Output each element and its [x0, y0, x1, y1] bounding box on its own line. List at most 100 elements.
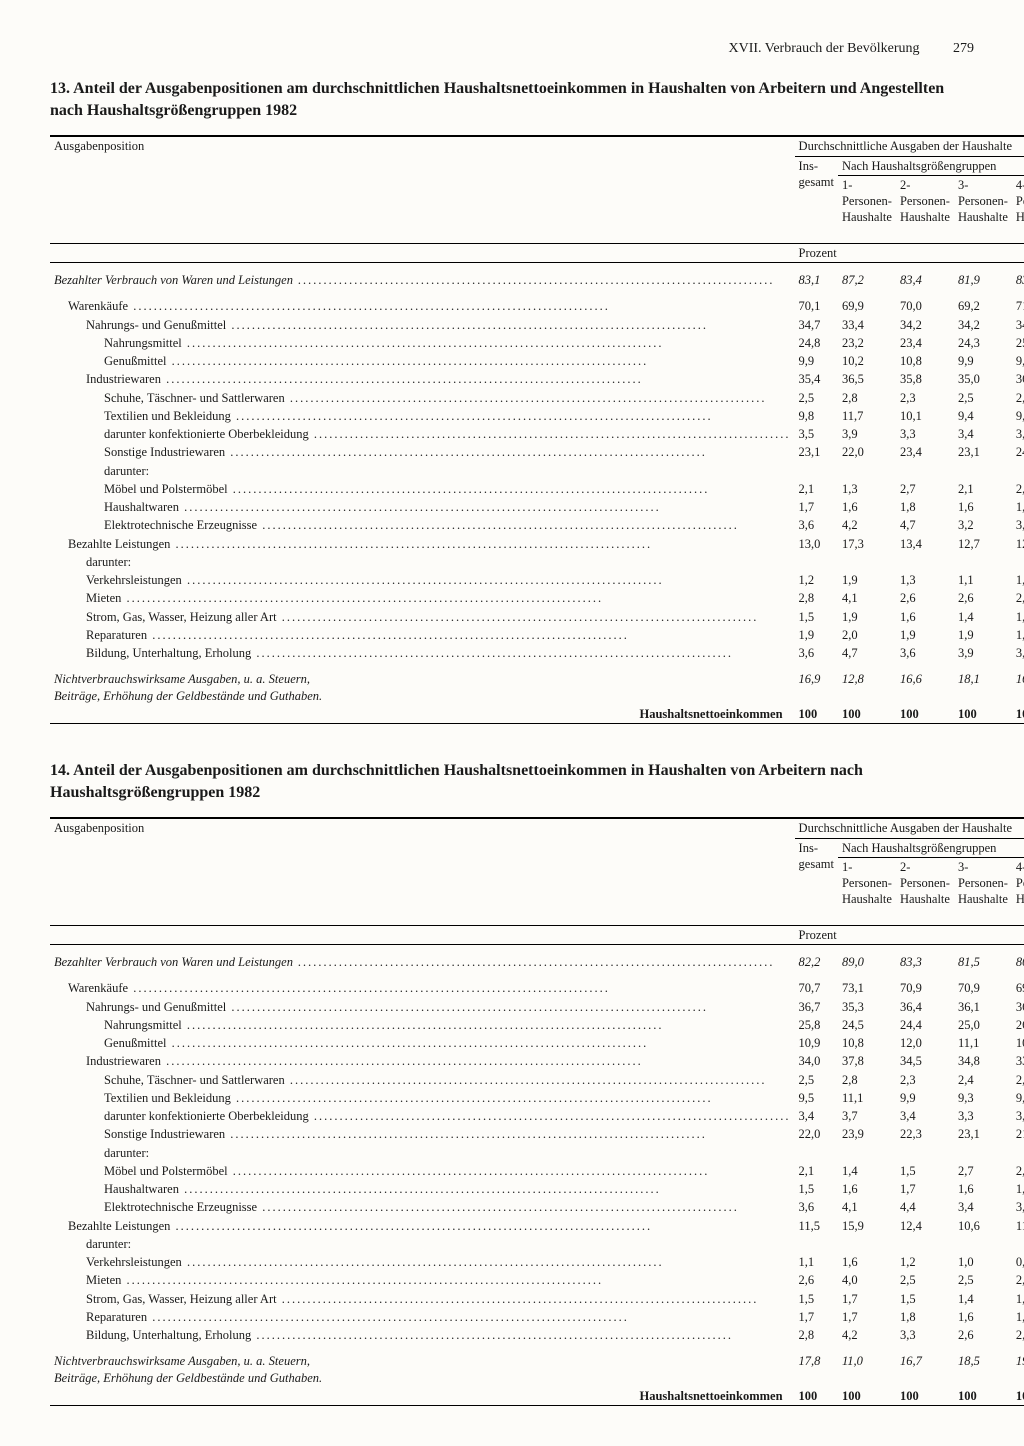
row-label: Strom, Gas, Wasser, Heizung aller Art	[50, 1290, 795, 1308]
cell: 70,9	[954, 979, 1012, 997]
hdr-h3: 3-Personen- Haushalte	[954, 857, 1012, 925]
cell: 23,1	[795, 443, 838, 461]
row-label: Industriewaren	[50, 1052, 795, 1070]
cell: 16,6	[896, 670, 954, 705]
cell: 13,0	[795, 535, 838, 553]
cell: 9,3	[1012, 1089, 1024, 1107]
cell: 80,9	[1012, 953, 1024, 971]
cell: 9,9	[795, 352, 838, 370]
hdr-h3: 3-Personen- Haushalte	[954, 175, 1012, 243]
cell: 34,7	[795, 316, 838, 334]
row-label: Sonstige Industriewaren	[50, 1125, 795, 1143]
cell: 1,6	[954, 1180, 1012, 1198]
cell: 1,6	[838, 1180, 896, 1198]
cell: 81,9	[954, 271, 1012, 289]
cell: 2,6	[954, 1326, 1012, 1344]
cell: 12,3	[1012, 535, 1024, 553]
row-label: Elektrotechnische Erzeugnisse	[50, 1198, 795, 1216]
cell: 36,5	[838, 370, 896, 388]
cell: 100	[838, 1387, 896, 1406]
cell: 3,6	[795, 644, 838, 662]
cell: 16,7	[896, 1352, 954, 1387]
cell: 1,1	[954, 571, 1012, 589]
cell: 13,4	[896, 535, 954, 553]
row-label: Reparaturen	[50, 1308, 795, 1326]
cell: 1,1	[795, 1253, 838, 1271]
cell: 10,9	[795, 1034, 838, 1052]
total-label: Haushaltsnettoeinkommen	[50, 1387, 795, 1406]
row-label: Bezahlte Leistungen	[50, 1217, 795, 1235]
hdr-h1: 1-Personen- Haushalte	[838, 857, 896, 925]
hdr-prozent: Prozent	[795, 925, 1024, 944]
cell: 70,7	[795, 979, 838, 997]
cell: 2,0	[1012, 1162, 1024, 1180]
cell: 23,4	[896, 443, 954, 461]
hdr-h4: 4-Personen- Haushalte	[1012, 175, 1024, 243]
cell: 1,0	[954, 1253, 1012, 1271]
cell: 16,7	[1012, 670, 1024, 705]
row-label: darunter konfektionierte Oberbekleidung	[50, 1107, 795, 1125]
cell: 2,3	[896, 1071, 954, 1089]
cell: 1,7	[896, 1180, 954, 1198]
cell: 1,1	[1012, 571, 1024, 589]
row-label: Nahrungs- und Genußmittel	[50, 316, 795, 334]
hdr-insgesamt: Ins- gesamt	[795, 156, 838, 243]
cell: 10,8	[838, 1034, 896, 1052]
cell: 12,4	[896, 1217, 954, 1235]
cell: 1,7	[795, 1308, 838, 1326]
cell: 2,5	[954, 389, 1012, 407]
cell: 3,3	[954, 1107, 1012, 1125]
cell: 100	[1012, 705, 1024, 724]
row-label: darunter:	[50, 1144, 795, 1162]
hdr-h1: 1-Personen- Haushalte	[838, 175, 896, 243]
cell: 2,8	[838, 1071, 896, 1089]
cell: 24,5	[838, 1016, 896, 1034]
cell: 1,6	[954, 498, 1012, 516]
cell: 25,8	[795, 1016, 838, 1034]
cell: 82,2	[795, 953, 838, 971]
cell: 83,4	[896, 271, 954, 289]
row-label: Schuhe, Täschner- und Sattlerwaren	[50, 389, 795, 407]
cell: 11,7	[838, 407, 896, 425]
cell: 2,7	[1012, 589, 1024, 607]
cell: 3,6	[1012, 425, 1024, 443]
cell: 2,6	[1012, 1071, 1024, 1089]
cell: 9,3	[1012, 352, 1024, 370]
cell: 83,3	[1012, 271, 1024, 289]
hdr-insgesamt: Ins- gesamt	[795, 838, 838, 925]
cell: 1,7	[838, 1290, 896, 1308]
cell: 1,7	[795, 498, 838, 516]
cell: 10,0	[1012, 1034, 1024, 1052]
table14: Ausgabenposition Durchschnittliche Ausga…	[50, 817, 1024, 1406]
cell: 1,8	[896, 1308, 954, 1326]
cell: 2,8	[795, 589, 838, 607]
cell: 2,8	[1012, 1271, 1024, 1289]
cell: 2,1	[954, 480, 1012, 498]
cell: 3,3	[896, 1326, 954, 1344]
cell: 1,9	[795, 626, 838, 644]
cell: 9,9	[896, 1089, 954, 1107]
cell: 35,8	[896, 370, 954, 388]
table13-title: 13. Anteil der Ausgabenpositionen am dur…	[50, 78, 974, 121]
cell: 4,2	[838, 1326, 896, 1344]
cell: 17,8	[795, 1352, 838, 1387]
cell: 23,2	[838, 334, 896, 352]
hdr-h4: 4-Personen- Haushalte	[1012, 857, 1024, 925]
text: Beiträge, Erhöhung der Geldbestände und …	[54, 1371, 322, 1385]
cell: 17,3	[838, 535, 896, 553]
row-label: Strom, Gas, Wasser, Heizung aller Art	[50, 608, 795, 626]
cell: 2,7	[954, 1162, 1012, 1180]
hdr-ausgaben: Ausgabenposition	[50, 818, 795, 925]
table14-title: 14. Anteil der Ausgabenpositionen am dur…	[50, 760, 974, 803]
cell: 1,5	[795, 1290, 838, 1308]
cell: 2,0	[838, 626, 896, 644]
cell: 4,1	[838, 589, 896, 607]
row-label: darunter:	[50, 1235, 795, 1253]
cell: 1,3	[896, 571, 954, 589]
cell: 3,6	[795, 516, 838, 534]
cell: 1,6	[896, 608, 954, 626]
cell: 71,0	[1012, 297, 1024, 315]
row-label: Bildung, Unterhaltung, Erholung	[50, 1326, 795, 1344]
cell: 11,0	[838, 1352, 896, 1387]
cell: 2,5	[1012, 389, 1024, 407]
